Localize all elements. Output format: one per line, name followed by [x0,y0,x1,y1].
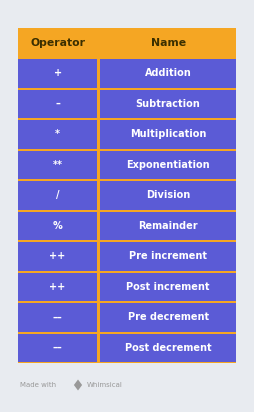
Text: –: – [55,99,60,109]
Text: ––: –– [53,312,62,322]
Bar [100,120,236,148]
Bar [18,272,97,301]
Bar [100,333,236,362]
Bar [18,181,97,209]
Text: Post decrement: Post decrement [125,343,211,353]
Bar [100,181,236,209]
Text: Subtraction: Subtraction [136,99,200,109]
Text: Operator: Operator [30,38,85,48]
Text: Whimsical: Whimsical [87,382,123,388]
Text: Pre decrement: Pre decrement [128,312,209,322]
Bar [18,120,97,148]
Text: ++: ++ [50,282,66,292]
Text: +: + [54,68,62,78]
Bar [100,28,236,58]
Text: Post increment: Post increment [126,282,210,292]
Text: Remainder: Remainder [138,221,198,231]
Text: Pre increment: Pre increment [129,251,207,261]
Bar [100,150,236,179]
Bar [18,59,97,87]
Text: ––: –– [53,343,62,353]
Bar [18,242,97,271]
Bar [100,272,236,301]
Text: ++: ++ [50,251,66,261]
Text: %: % [53,221,62,231]
Text: Made with: Made with [20,382,56,388]
Bar [100,89,236,118]
Text: Division: Division [146,190,190,200]
Bar [18,89,97,118]
Bar [18,28,97,58]
Bar [18,303,97,332]
Bar [100,59,236,87]
Text: *: * [55,129,60,139]
Bar [18,333,97,362]
Bar [18,150,97,179]
Text: Name: Name [151,38,186,48]
Text: Multiplication: Multiplication [130,129,206,139]
Bar [100,211,236,240]
Bar [100,242,236,271]
Bar [18,28,236,363]
Bar [18,211,97,240]
Text: Addition: Addition [145,68,192,78]
Text: **: ** [53,160,62,170]
Polygon shape [74,379,82,391]
Bar [100,303,236,332]
Text: Exponentiation: Exponentiation [126,160,210,170]
Text: /: / [56,190,59,200]
